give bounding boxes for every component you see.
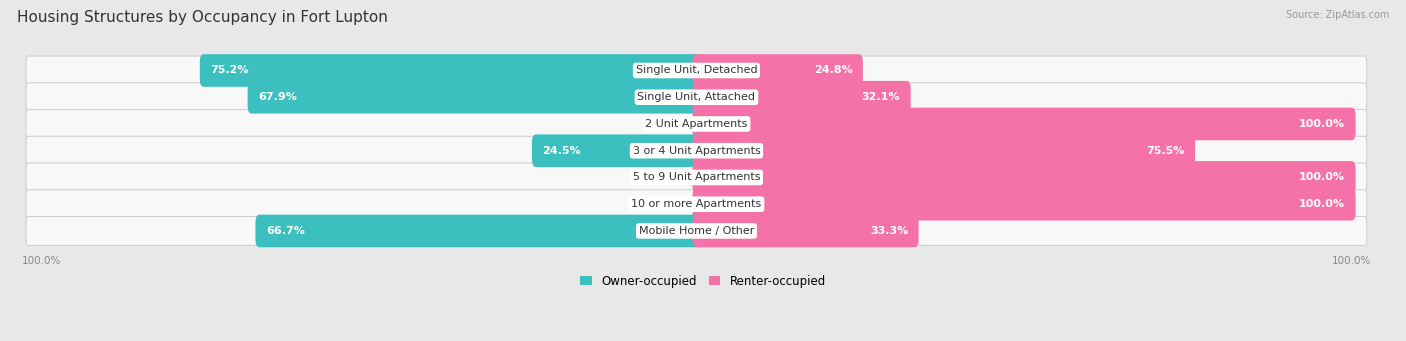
FancyBboxPatch shape	[693, 214, 918, 247]
Text: 100.0%: 100.0%	[1299, 199, 1346, 209]
Text: 75.2%: 75.2%	[211, 65, 249, 75]
FancyBboxPatch shape	[693, 161, 1355, 194]
FancyBboxPatch shape	[693, 134, 1195, 167]
FancyBboxPatch shape	[27, 163, 1367, 192]
Text: 100.0%: 100.0%	[1299, 173, 1346, 182]
Text: 67.9%: 67.9%	[259, 92, 297, 102]
Text: Source: ZipAtlas.com: Source: ZipAtlas.com	[1285, 10, 1389, 20]
FancyBboxPatch shape	[531, 134, 700, 167]
FancyBboxPatch shape	[27, 190, 1367, 219]
Text: 32.1%: 32.1%	[862, 92, 900, 102]
FancyBboxPatch shape	[27, 136, 1367, 165]
Text: 0.0%: 0.0%	[648, 119, 676, 129]
Text: 2 Unit Apartments: 2 Unit Apartments	[645, 119, 748, 129]
FancyBboxPatch shape	[27, 109, 1367, 138]
Text: Housing Structures by Occupancy in Fort Lupton: Housing Structures by Occupancy in Fort …	[17, 10, 388, 25]
Text: 66.7%: 66.7%	[266, 226, 305, 236]
Text: 10 or more Apartments: 10 or more Apartments	[631, 199, 762, 209]
FancyBboxPatch shape	[693, 54, 863, 87]
Text: 3 or 4 Unit Apartments: 3 or 4 Unit Apartments	[633, 146, 761, 156]
Text: Single Unit, Attached: Single Unit, Attached	[637, 92, 755, 102]
FancyBboxPatch shape	[693, 81, 911, 114]
FancyBboxPatch shape	[256, 214, 700, 247]
Text: 0.0%: 0.0%	[648, 199, 676, 209]
Text: 100.0%: 100.0%	[1299, 119, 1346, 129]
FancyBboxPatch shape	[27, 56, 1367, 85]
Text: 24.8%: 24.8%	[814, 65, 852, 75]
Text: 33.3%: 33.3%	[870, 226, 908, 236]
Text: 75.5%: 75.5%	[1146, 146, 1185, 156]
Text: 5 to 9 Unit Apartments: 5 to 9 Unit Apartments	[633, 173, 761, 182]
Legend: Owner-occupied, Renter-occupied: Owner-occupied, Renter-occupied	[575, 270, 831, 293]
FancyBboxPatch shape	[27, 217, 1367, 246]
FancyBboxPatch shape	[693, 108, 1355, 140]
Text: 0.0%: 0.0%	[648, 173, 676, 182]
Text: Single Unit, Detached: Single Unit, Detached	[636, 65, 758, 75]
Text: 24.5%: 24.5%	[543, 146, 581, 156]
FancyBboxPatch shape	[200, 54, 700, 87]
Text: Mobile Home / Other: Mobile Home / Other	[638, 226, 754, 236]
FancyBboxPatch shape	[27, 83, 1367, 112]
FancyBboxPatch shape	[247, 81, 700, 114]
FancyBboxPatch shape	[693, 188, 1355, 221]
